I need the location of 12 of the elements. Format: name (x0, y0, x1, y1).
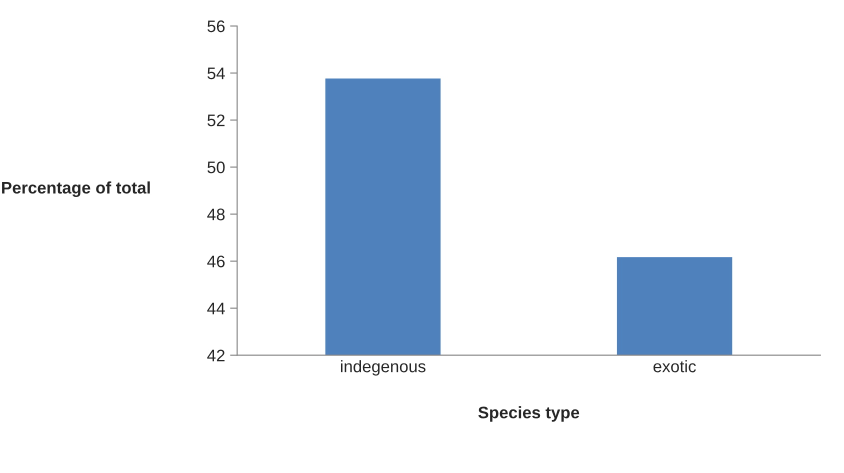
y-tick-label: 50 (207, 162, 225, 174)
x-axis-title: Species type (478, 406, 580, 422)
y-tick-label: 44 (207, 302, 225, 314)
y-tick-label: 42 (207, 350, 225, 362)
y-tick-label: 48 (207, 208, 225, 220)
y-tick-label: 56 (207, 20, 225, 32)
x-tick-label: indegenous (340, 360, 426, 376)
y-tick-label: 46 (207, 256, 225, 268)
y-axis-title: Percentage of total (2, 181, 150, 198)
x-tick-label: exotic (654, 360, 696, 372)
y-tick-label: 52 (207, 114, 225, 126)
y-tick-label: 54 (207, 68, 225, 80)
